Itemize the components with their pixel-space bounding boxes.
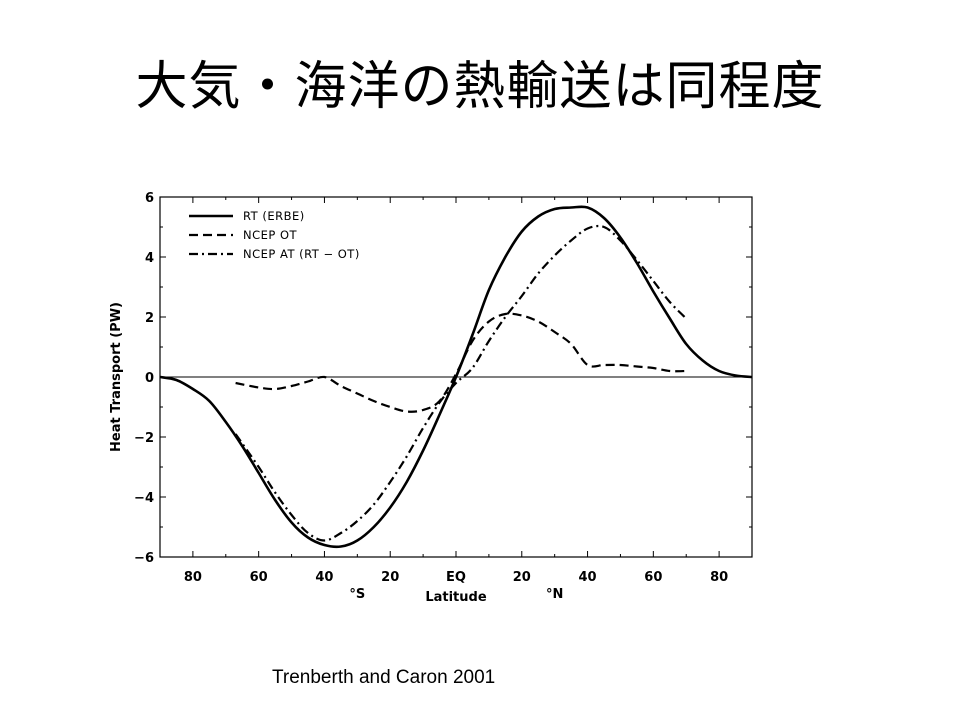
y-tick-label: −2 xyxy=(134,431,154,446)
y-tick-label: 0 xyxy=(145,371,154,386)
x-tick-label: 80 xyxy=(184,570,202,585)
y-axis-title: Heat Transport (PW) xyxy=(109,302,124,452)
x-tick-label: 60 xyxy=(644,570,662,585)
x-tick-label: 20 xyxy=(513,570,531,585)
legend-label: RT (ERBE) xyxy=(243,209,305,223)
y-tick-label: −6 xyxy=(134,551,154,566)
y-tick-label: 6 xyxy=(145,191,154,206)
y-tick-label: 4 xyxy=(145,251,154,266)
x-tick-label: EQ xyxy=(446,570,466,585)
x-tick-label: 60 xyxy=(250,570,268,585)
north-unit-label: °N xyxy=(546,587,563,602)
legend: RT (ERBE) NCEP OT NCEP AT (RT − OT) xyxy=(189,209,360,261)
legend-label: NCEP AT (RT − OT) xyxy=(243,247,360,261)
axis-labels: 80 60 40 20 EQ 20 40 60 80 −6 −4 −2 0 2 4 6 Latitude °S °N… xyxy=(109,191,728,605)
series-line-dashdot xyxy=(234,224,687,542)
legend-label: NCEP OT xyxy=(243,228,298,242)
x-tick-label: 40 xyxy=(579,570,597,585)
x-tick-label: 20 xyxy=(381,570,399,585)
x-tick-label: 80 xyxy=(710,570,728,585)
citation: Trenberth and Caron 2001 xyxy=(272,667,496,688)
x-tick-label: 40 xyxy=(315,570,333,585)
y-tick-label: −4 xyxy=(134,491,154,506)
series-line-solid xyxy=(159,205,753,549)
slide-title: 大気・海洋の熱輸送は同程度 xyxy=(135,57,825,117)
south-unit-label: °S xyxy=(349,587,365,602)
series-line-dashed xyxy=(235,312,687,413)
series-layer xyxy=(159,205,753,549)
y-tick-label: 2 xyxy=(145,311,154,326)
x-axis-title: Latitude xyxy=(425,590,487,605)
